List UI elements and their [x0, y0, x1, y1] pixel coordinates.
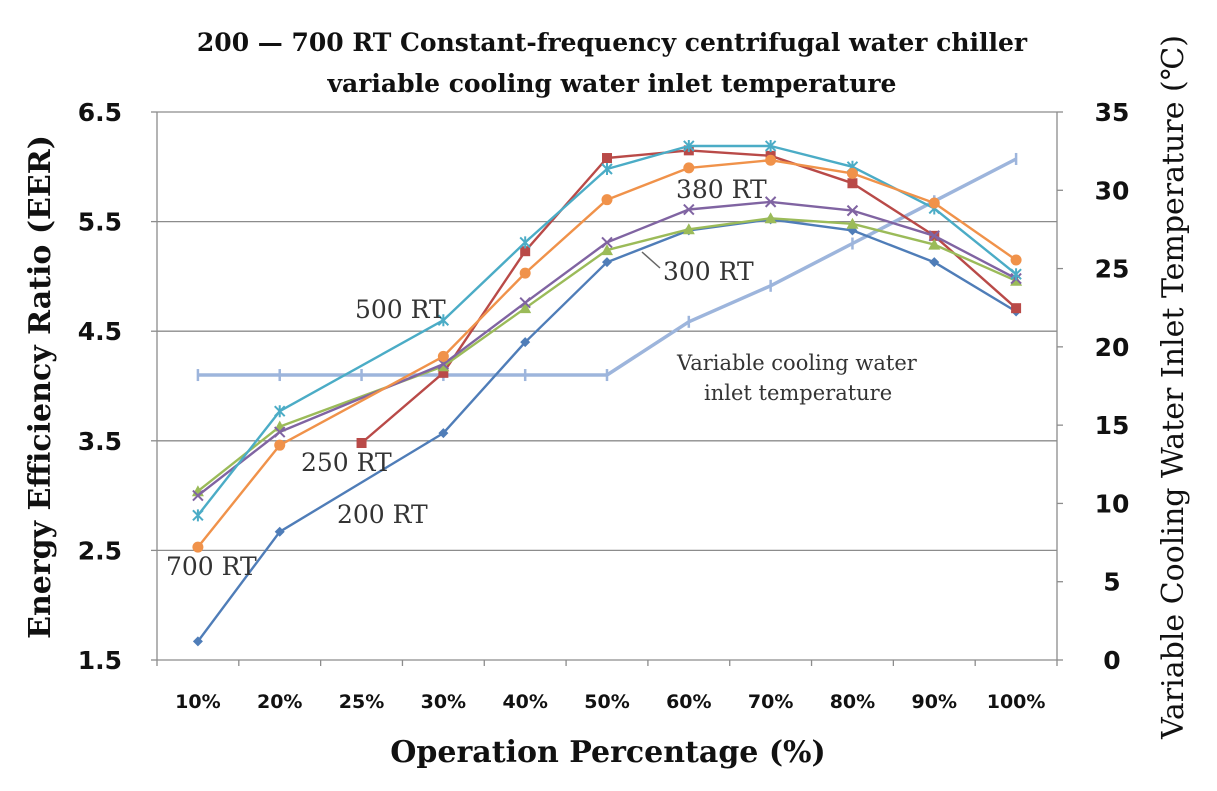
- point-700-rt-100pct: [1010, 254, 1022, 266]
- y-tick-label-5: 6.5: [78, 98, 122, 127]
- point-700-rt-30pct: [437, 350, 449, 362]
- y2-tick-label-4: 20: [1095, 333, 1130, 362]
- point-250-rt-50pct: [602, 153, 612, 164]
- point-380-rt-20pct: [274, 426, 286, 438]
- point-300-rt-30pct: [437, 360, 450, 372]
- label-300rt-leader: [641, 251, 661, 269]
- y-tick-label-3: 4.5: [78, 317, 122, 346]
- x-tick-label-0: 10%: [175, 691, 220, 713]
- x-tick-label-5: 50%: [584, 691, 629, 713]
- point-250-rt-25pct: [356, 437, 367, 448]
- point-200-rt-90pct: [929, 257, 940, 268]
- x-axis-title: Operation Percentage (%): [390, 735, 825, 770]
- point-380-rt-40pct: [519, 296, 531, 309]
- point-200-rt-30pct: [438, 428, 449, 439]
- point-250-rt-40pct: [520, 246, 531, 257]
- point-300-rt-90pct: [928, 238, 941, 250]
- axes: [151, 111, 1063, 666]
- y-axis-title: Energy Efficiency Ratio (EER): [23, 135, 58, 639]
- tick-labels: 1.5 2.5 3.5 4.5 5.5 6.5 0 5 10 15 20 25 30 35 10% 20% 25…: [78, 98, 1130, 713]
- x-tick-label-2: 25%: [339, 691, 384, 713]
- point-380-rt-70pct: [764, 196, 777, 208]
- point-700-rt-80pct: [846, 167, 858, 179]
- point-500-rt-50pct: [601, 162, 613, 175]
- chart-subtitle: variable cooling water inlet temperature: [327, 69, 897, 98]
- point-300-rt-40pct: [519, 302, 532, 314]
- label-300rt: 300 RT: [663, 257, 754, 286]
- line-300-rt: [197, 217, 1017, 493]
- series-700-rt: [192, 154, 1022, 553]
- x-tick-label-9: 90%: [912, 691, 957, 713]
- point-300-rt-80pct: [846, 217, 859, 229]
- y2-tick-label-3: 15: [1095, 411, 1130, 440]
- point-380-rt-90pct: [928, 230, 940, 242]
- point-200-rt-20pct: [274, 526, 285, 537]
- point-700-rt-40pct: [519, 267, 531, 279]
- y2-tick-label-7: 35: [1095, 98, 1130, 127]
- y2-tick-label-2: 10: [1095, 489, 1130, 518]
- line-200-rt: [196, 218, 1017, 643]
- series-group: [191, 139, 1023, 647]
- y-tick-label-0: 1.5: [78, 646, 122, 675]
- x-tick-label-1: 20%: [257, 691, 302, 713]
- point-500-rt-40pct: [519, 236, 531, 249]
- x-tick-label-7: 70%: [748, 691, 793, 713]
- gridlines: [157, 111, 1057, 552]
- point-200-rt-40pct: [520, 337, 531, 348]
- chart-title: 200 — 700 RT Constant-frequency centrifu…: [197, 28, 1028, 57]
- point-380-rt-50pct: [601, 236, 613, 249]
- point-200-rt-50pct: [602, 257, 612, 268]
- point-380-rt-60pct: [683, 203, 695, 216]
- y2-tick-label-5: 25: [1095, 255, 1130, 284]
- y2-tick-label-1: 5: [1103, 568, 1120, 597]
- point-500-rt-100pct: [1010, 268, 1022, 281]
- label-380rt: 380 RT: [676, 175, 767, 204]
- point-700-rt-50pct: [601, 194, 613, 206]
- x-tick-label-4: 40%: [502, 691, 547, 713]
- point-500-rt-10pct: [192, 509, 204, 522]
- y2-axis-title: Variable Cooling Water Inlet Temperature…: [1156, 35, 1191, 740]
- x-tick-label-8: 80%: [830, 691, 875, 713]
- y-tick-label-2: 3.5: [78, 427, 122, 456]
- point-200-rt-10pct: [192, 636, 203, 647]
- point-380-rt-80pct: [846, 204, 859, 217]
- line-700-rt: [196, 159, 1017, 548]
- label-temp-line2: inlet temperature: [704, 381, 892, 405]
- point-300-rt-60pct: [682, 223, 695, 235]
- point-380-rt-10pct: [192, 489, 204, 502]
- label-250rt: 250 RT: [301, 448, 392, 477]
- y-tick-label-1: 2.5: [78, 536, 122, 565]
- point-250-rt-30pct: [438, 367, 449, 378]
- label-700rt: 700 RT: [166, 552, 257, 581]
- point-700-rt-60pct: [683, 162, 695, 174]
- point-300-rt-100pct: [1010, 274, 1023, 286]
- line-380-rt: [197, 200, 1017, 497]
- label-200rt: 200 RT: [337, 500, 428, 529]
- point-250-rt-100pct: [1011, 303, 1022, 314]
- label-500rt: 500 RT: [355, 295, 446, 324]
- point-500-rt-20pct: [274, 405, 286, 418]
- point-500-rt-60pct: [683, 139, 695, 152]
- point-700-rt-70pct: [765, 154, 777, 166]
- x-tick-label-6: 60%: [666, 691, 711, 713]
- point-300-rt-70pct: [764, 212, 777, 224]
- point-250-rt-80pct: [847, 178, 858, 189]
- label-temp-line1: Variable cooling water: [676, 351, 918, 375]
- x-tick-label-3: 30%: [421, 691, 466, 713]
- point-500-rt-30pct: [437, 314, 450, 327]
- point-700-rt-10pct: [192, 541, 204, 553]
- y2-tick-label-0: 0: [1103, 646, 1120, 675]
- series-200-rt: [192, 214, 1022, 647]
- point-700-rt-20pct: [274, 439, 286, 451]
- y-tick-label-4: 5.5: [78, 208, 122, 237]
- x-tick-label-10: 100%: [987, 691, 1046, 713]
- point-500-rt-70pct: [764, 139, 777, 152]
- point-700-rt-90pct: [928, 197, 940, 209]
- y2-tick-label-6: 30: [1095, 176, 1130, 205]
- point-300-rt-50pct: [601, 244, 613, 256]
